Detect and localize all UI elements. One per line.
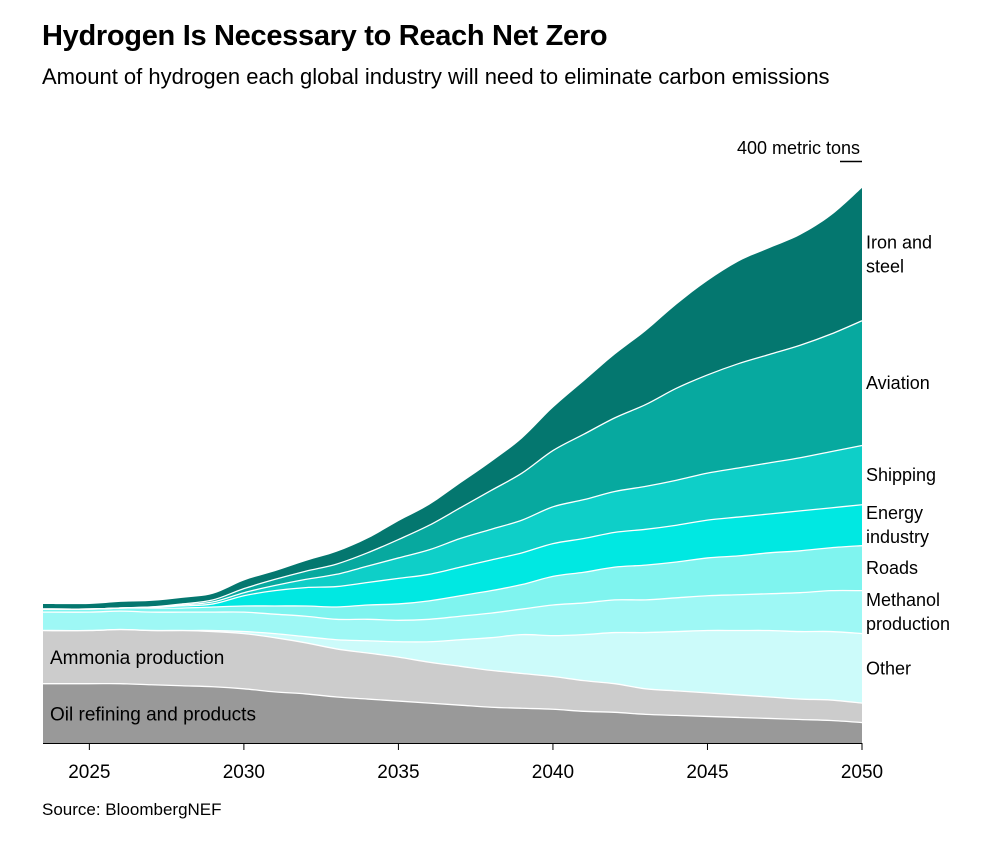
chart-title: Hydrogen Is Necessary to Reach Net Zero [42,20,608,52]
series-label-shipping: Shipping [866,465,936,485]
x-tick-label-2025: 2025 [68,762,110,783]
area-oil-refining-and-products [43,683,862,743]
series-labels: Oil refining and products Ammonia product… [50,232,950,725]
boundary-methanol-production [42,589,863,621]
series-label-ammonia-production: Ammonia production [50,648,224,669]
scale-label: 400 metric tons [737,138,860,158]
area-shipping [43,445,862,610]
x-tick-label-2040: 2040 [532,762,574,783]
boundary-other [42,628,863,643]
x-tick-label-2035: 2035 [377,762,419,783]
series-label-energy-industry: Energy industry [866,503,929,547]
boundary-aviation [42,320,863,610]
series-label-aviation: Aviation [866,373,930,393]
area-layers [42,187,863,743]
series-label-oil-refining-and-products: Oil refining and products [50,704,256,725]
series-label-methanol-production: Methanol production [866,590,950,634]
boundary-energy-industry [42,504,863,610]
boundary-oil-refining-and-products [43,682,863,724]
area-other [43,629,862,704]
area-aviation [43,320,862,610]
area-methanol-production [43,590,862,642]
series-label-iron-and-steel: Iron and steel [866,232,932,276]
series-label-other: Other [866,658,911,678]
x-tick-label-2030: 2030 [223,762,265,783]
chart-subtitle: Amount of hydrogen each global industry … [42,64,830,89]
x-tick-label-2045: 2045 [686,762,728,783]
source-note: Source: BloombergNEF [42,800,222,819]
area-energy-industry [43,504,862,610]
boundary-shipping [42,444,863,610]
boundary-roads [42,545,863,610]
x-axis: 2025 2030 2035 2040 2045 2050 [43,743,883,783]
series-label-roads: Roads [866,558,918,578]
scale-indicator: 400 metric tons [737,138,862,163]
x-tick-label-2050: 2050 [841,762,883,783]
area-ammonia-production [43,629,862,723]
